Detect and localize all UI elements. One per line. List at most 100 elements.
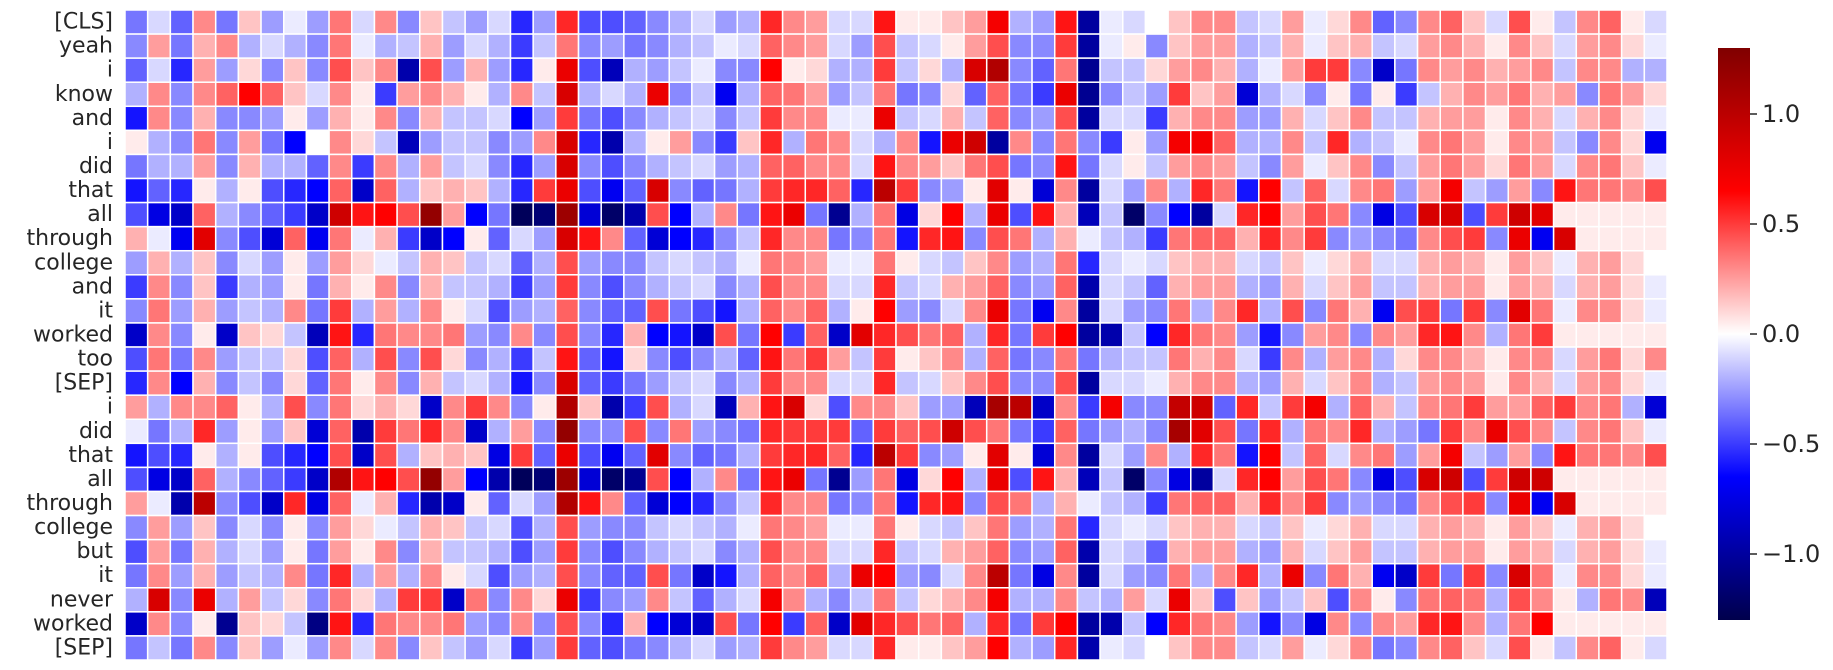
heatmap-cell [917, 249, 943, 276]
heatmap-cell [1530, 33, 1555, 59]
heatmap-cell [1190, 57, 1215, 83]
heatmap-cell [1371, 538, 1396, 565]
heatmap-cell [1552, 370, 1578, 396]
heatmap-cell [192, 33, 217, 59]
heatmap-cell [351, 562, 376, 589]
heatmap-cell [419, 394, 444, 421]
colorbar-tick-label: 0.0 [1762, 320, 1800, 348]
heatmap-cell [441, 177, 466, 204]
heatmap-cell [1144, 81, 1169, 108]
heatmap-cell [1053, 635, 1079, 661]
heatmap-cell [1439, 298, 1464, 324]
heatmap-cell [373, 33, 398, 59]
heatmap-cell [985, 611, 1011, 637]
heatmap-cell [1530, 611, 1555, 637]
heatmap-cell [940, 587, 965, 613]
heatmap-cell [1212, 274, 1237, 300]
heatmap-cell [464, 201, 489, 228]
heatmap-cell [532, 57, 557, 83]
heatmap-cell [940, 225, 965, 252]
heatmap-cell [1008, 105, 1033, 132]
heatmap-cell [1416, 57, 1441, 83]
heatmap-cell [985, 298, 1011, 324]
heatmap-cell [373, 57, 398, 83]
heatmap-cell [214, 274, 240, 300]
heatmap-cell [419, 201, 444, 228]
heatmap-cell [419, 81, 444, 108]
heatmap-cell [328, 274, 353, 300]
heatmap-cell [373, 9, 398, 35]
heatmap-cell [373, 442, 398, 469]
heatmap-cell [623, 274, 648, 300]
heatmap-cell [305, 466, 330, 493]
heatmap-cell [509, 514, 534, 541]
heatmap-cell [1530, 346, 1555, 372]
heatmap-cell [713, 587, 739, 613]
heatmap-cell [1643, 298, 1668, 324]
heatmap-cell [1280, 57, 1305, 83]
heatmap-cell [736, 201, 761, 228]
heatmap-cell [759, 81, 784, 108]
heatmap-cell [623, 394, 648, 421]
heatmap-cell [917, 466, 943, 493]
heatmap-cell [1212, 587, 1237, 613]
heatmap-cell [963, 466, 988, 493]
heatmap-cell [1303, 466, 1328, 493]
heatmap-cell [1212, 466, 1237, 493]
heatmap-cell [464, 562, 489, 589]
heatmap-cell [1167, 490, 1192, 517]
heatmap-cell [1620, 153, 1646, 180]
heatmap-cell [1258, 538, 1283, 565]
heatmap-cell [214, 514, 240, 541]
heatmap-cell [1439, 129, 1464, 156]
heatmap-cell [1552, 346, 1578, 372]
heatmap-cell [1303, 81, 1328, 108]
heatmap-cell [1620, 611, 1646, 637]
heatmap-cell [487, 9, 512, 35]
heatmap-cell [1371, 9, 1396, 35]
heatmap-cell [691, 105, 716, 132]
heatmap-cell [577, 587, 602, 613]
heatmap-cell [214, 346, 240, 372]
heatmap-cell [1643, 611, 1668, 637]
heatmap-cell [600, 587, 625, 613]
heatmap-cell [146, 129, 172, 156]
heatmap-cell [849, 9, 875, 35]
heatmap-cell [1484, 9, 1510, 35]
heatmap-cell [396, 105, 421, 132]
heatmap-cell [1552, 635, 1578, 661]
heatmap-cell [1575, 490, 1600, 517]
heatmap-cell [691, 322, 716, 348]
heatmap-cell [1280, 514, 1305, 541]
heatmap-cell [781, 201, 807, 228]
heatmap-cell [600, 466, 625, 493]
heatmap-cell [759, 418, 784, 445]
heatmap-cell [1167, 57, 1192, 83]
heatmap-cell [464, 9, 489, 35]
heatmap-cell [849, 129, 875, 156]
heatmap-cell [827, 611, 852, 637]
heatmap-cell [1053, 225, 1079, 252]
heatmap-cell [169, 635, 194, 661]
heatmap-cell [1326, 346, 1351, 372]
heatmap-cell [1507, 418, 1532, 445]
heatmap-cell [1076, 490, 1101, 517]
heatmap-cell [305, 81, 330, 108]
heatmap-cell [1620, 33, 1646, 59]
heatmap-cell [1144, 442, 1169, 469]
heatmap-cell [600, 514, 625, 541]
heatmap-cell [1099, 466, 1124, 493]
heatmap-cell [1530, 442, 1555, 469]
heatmap-cell [1031, 249, 1056, 276]
heatmap-cell [237, 225, 262, 252]
heatmap-cell [328, 611, 353, 637]
heatmap-cell [555, 201, 580, 228]
heatmap-cell [1643, 466, 1668, 493]
heatmap-cell [373, 322, 398, 348]
heatmap-cell [1484, 322, 1510, 348]
heatmap-cell [396, 81, 421, 108]
heatmap-cell [1167, 33, 1192, 59]
heatmap-cell [146, 33, 172, 59]
heatmap-cell [827, 57, 852, 83]
heatmap-cell [260, 9, 285, 35]
